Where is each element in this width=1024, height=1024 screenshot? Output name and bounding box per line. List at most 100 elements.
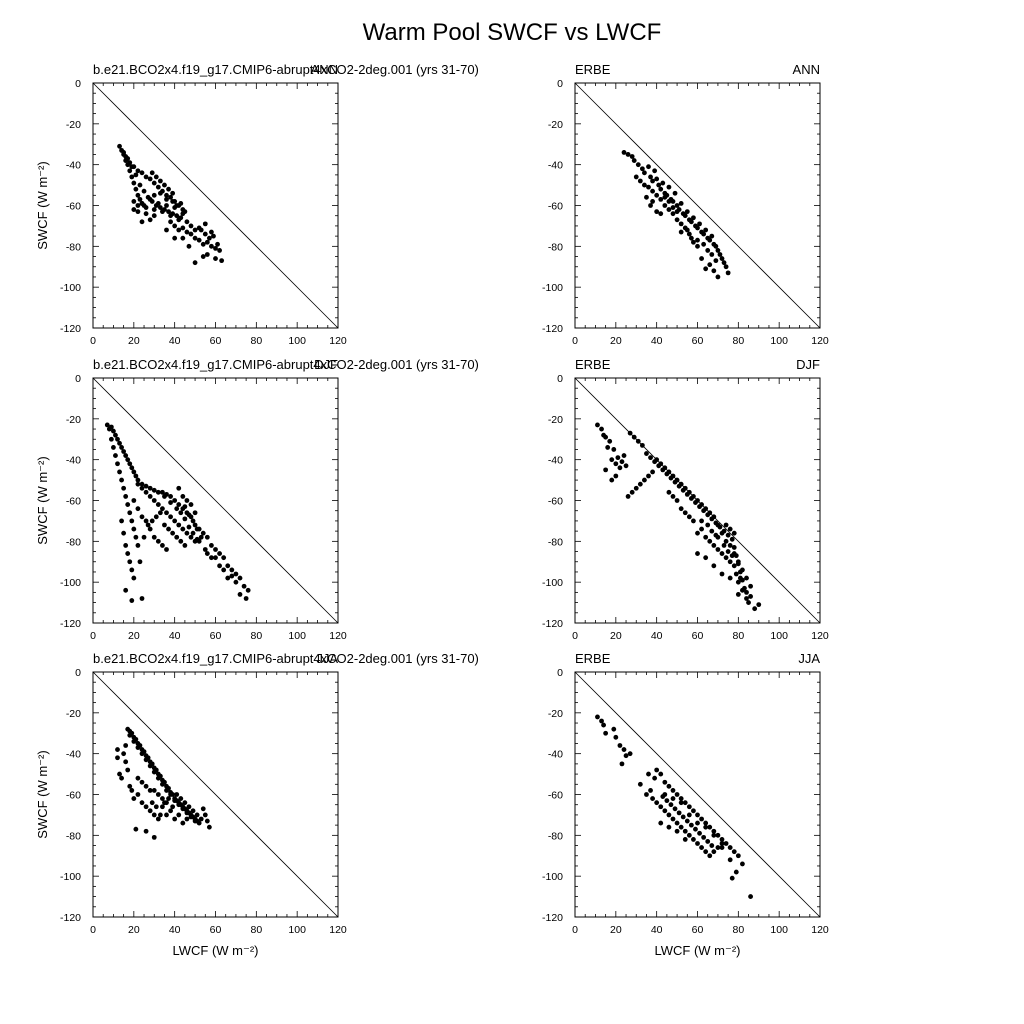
x-tick-label: 60 — [692, 335, 704, 347]
data-point — [699, 256, 704, 261]
data-point — [174, 203, 180, 208]
data-point — [164, 196, 169, 202]
panel-left-label: b.e21.BCO2x4.f19_g17.CMIP6-abrupt4xCO2-2… — [93, 651, 479, 666]
data-point — [135, 477, 141, 483]
data-point — [670, 473, 676, 479]
data-point — [188, 814, 194, 820]
y-tick-label: -80 — [548, 241, 563, 253]
data-point — [752, 606, 758, 612]
data-point — [658, 196, 664, 202]
data-point — [166, 796, 171, 801]
data-point — [180, 494, 186, 499]
x-tick-label: 40 — [651, 335, 663, 347]
data-point — [164, 227, 169, 233]
x-tick-label: 40 — [651, 630, 663, 642]
data-point — [184, 810, 190, 816]
x-tick-label: 80 — [732, 335, 744, 347]
data-point — [209, 543, 214, 548]
data-point — [646, 184, 651, 190]
data-point — [131, 796, 137, 801]
x-tick-label: 80 — [250, 630, 262, 642]
data-point — [157, 812, 163, 818]
data-point — [115, 747, 120, 752]
data-point — [662, 465, 668, 471]
data-point — [611, 726, 617, 732]
data-point — [155, 489, 161, 495]
data-point — [198, 534, 204, 540]
data-point — [219, 258, 225, 264]
data-point — [139, 219, 145, 225]
data-point — [196, 820, 202, 826]
data-point — [192, 227, 198, 233]
data-point — [127, 168, 133, 174]
data-point — [176, 522, 182, 528]
data-point — [178, 510, 184, 516]
data-point — [151, 534, 157, 540]
x-tick-label: 60 — [692, 924, 704, 936]
x-tick-label: 0 — [90, 924, 96, 936]
x-tick-label: 60 — [210, 335, 222, 347]
data-point — [155, 184, 161, 190]
y-tick-label: -40 — [548, 455, 563, 467]
data-point — [180, 806, 186, 812]
data-point — [703, 820, 709, 826]
data-point — [125, 502, 131, 507]
data-point — [695, 812, 700, 818]
data-point — [147, 526, 153, 532]
data-point — [123, 743, 129, 748]
data-point — [621, 453, 627, 458]
data-point — [658, 771, 664, 777]
data-point — [202, 547, 208, 552]
data-point — [676, 810, 682, 816]
data-point — [129, 174, 135, 180]
data-point — [674, 203, 680, 208]
data-point — [178, 201, 184, 206]
data-point — [139, 779, 145, 785]
data-point — [139, 514, 145, 520]
reference-line — [92, 82, 339, 329]
data-point — [151, 180, 157, 186]
data-point — [648, 455, 653, 461]
data-point — [131, 526, 137, 532]
data-point — [613, 461, 619, 467]
data-point — [703, 266, 709, 272]
data-point — [662, 194, 668, 200]
data-point — [141, 188, 147, 194]
data-point — [713, 243, 719, 249]
data-point — [678, 221, 684, 227]
data-point — [731, 545, 737, 550]
data-point — [707, 510, 713, 516]
data-point — [155, 792, 161, 797]
data-point — [147, 196, 153, 202]
data-point — [121, 449, 127, 454]
data-point — [674, 498, 680, 503]
data-point — [129, 598, 135, 603]
x-tick-label: 80 — [250, 335, 262, 347]
data-point — [213, 555, 218, 561]
data-point — [695, 841, 700, 846]
data-point — [135, 792, 141, 797]
data-point — [143, 757, 149, 763]
data-point — [117, 771, 122, 777]
data-point — [119, 518, 124, 524]
data-point — [243, 596, 249, 601]
data-point — [703, 824, 709, 830]
data-point — [192, 522, 198, 528]
x-tick-label: 40 — [169, 335, 181, 347]
data-point — [729, 875, 735, 881]
data-point — [639, 442, 645, 448]
data-point — [157, 190, 163, 196]
data-point — [168, 213, 173, 219]
data-point — [701, 834, 707, 840]
data-point — [229, 573, 235, 579]
data-point — [625, 152, 631, 157]
data-point — [176, 802, 182, 808]
data-point — [635, 162, 641, 168]
data-point — [637, 781, 643, 787]
data-point — [668, 802, 674, 808]
data-point — [713, 258, 719, 264]
x-tick-label: 40 — [169, 630, 181, 642]
y-tick-label: 0 — [557, 373, 563, 385]
data-point — [709, 528, 715, 534]
data-point — [682, 213, 688, 219]
